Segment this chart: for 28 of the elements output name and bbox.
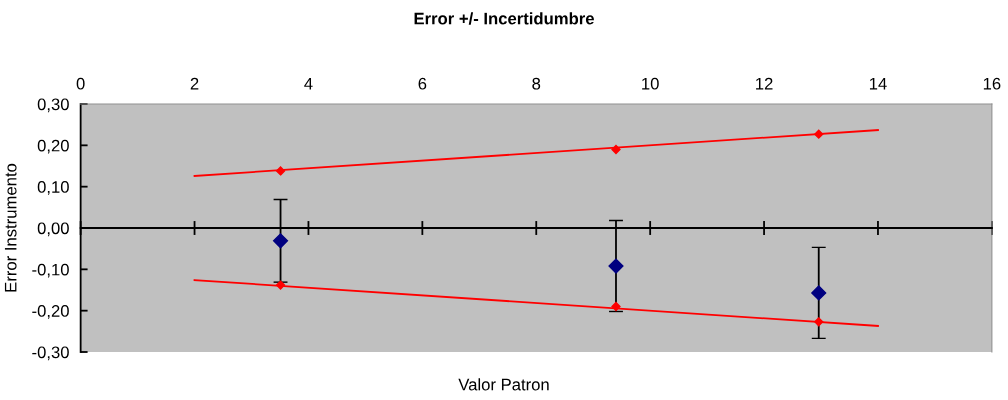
y-tick-label: -0,10 — [32, 263, 69, 278]
x-tick-label: 14 — [869, 77, 887, 90]
x-tick-label: 16 — [983, 77, 1001, 90]
y-axis-title: Error Instrumento — [4, 163, 17, 292]
point — [272, 233, 289, 249]
y-tick-label: 0,30 — [37, 98, 69, 113]
x-tick-label: 0 — [76, 77, 85, 90]
point — [814, 317, 824, 327]
y-tick-label: -0,20 — [32, 305, 69, 319]
x-tick-label: 2 — [190, 77, 199, 90]
y-tick-label: -0,30 — [32, 346, 69, 361]
x-tick-label: 10 — [642, 77, 659, 90]
point — [811, 285, 827, 301]
x-axis-title: Valor Patron — [458, 378, 549, 391]
y-tick-label: 0,00 — [37, 222, 69, 237]
point — [608, 258, 624, 274]
y-tick-label: 0,10 — [37, 181, 69, 195]
x-tick-label: 12 — [756, 77, 773, 90]
point — [814, 129, 824, 139]
x-tick-label: 8 — [532, 77, 541, 90]
point — [275, 280, 286, 290]
x-tick-label: 6 — [418, 77, 427, 90]
y-tick-label: 0,20 — [37, 139, 69, 154]
chart-title: Error +/- Incertidumbre — [414, 12, 594, 25]
point — [275, 166, 286, 176]
point — [611, 144, 621, 155]
x-tick-label: 4 — [304, 77, 313, 90]
point — [611, 301, 621, 312]
